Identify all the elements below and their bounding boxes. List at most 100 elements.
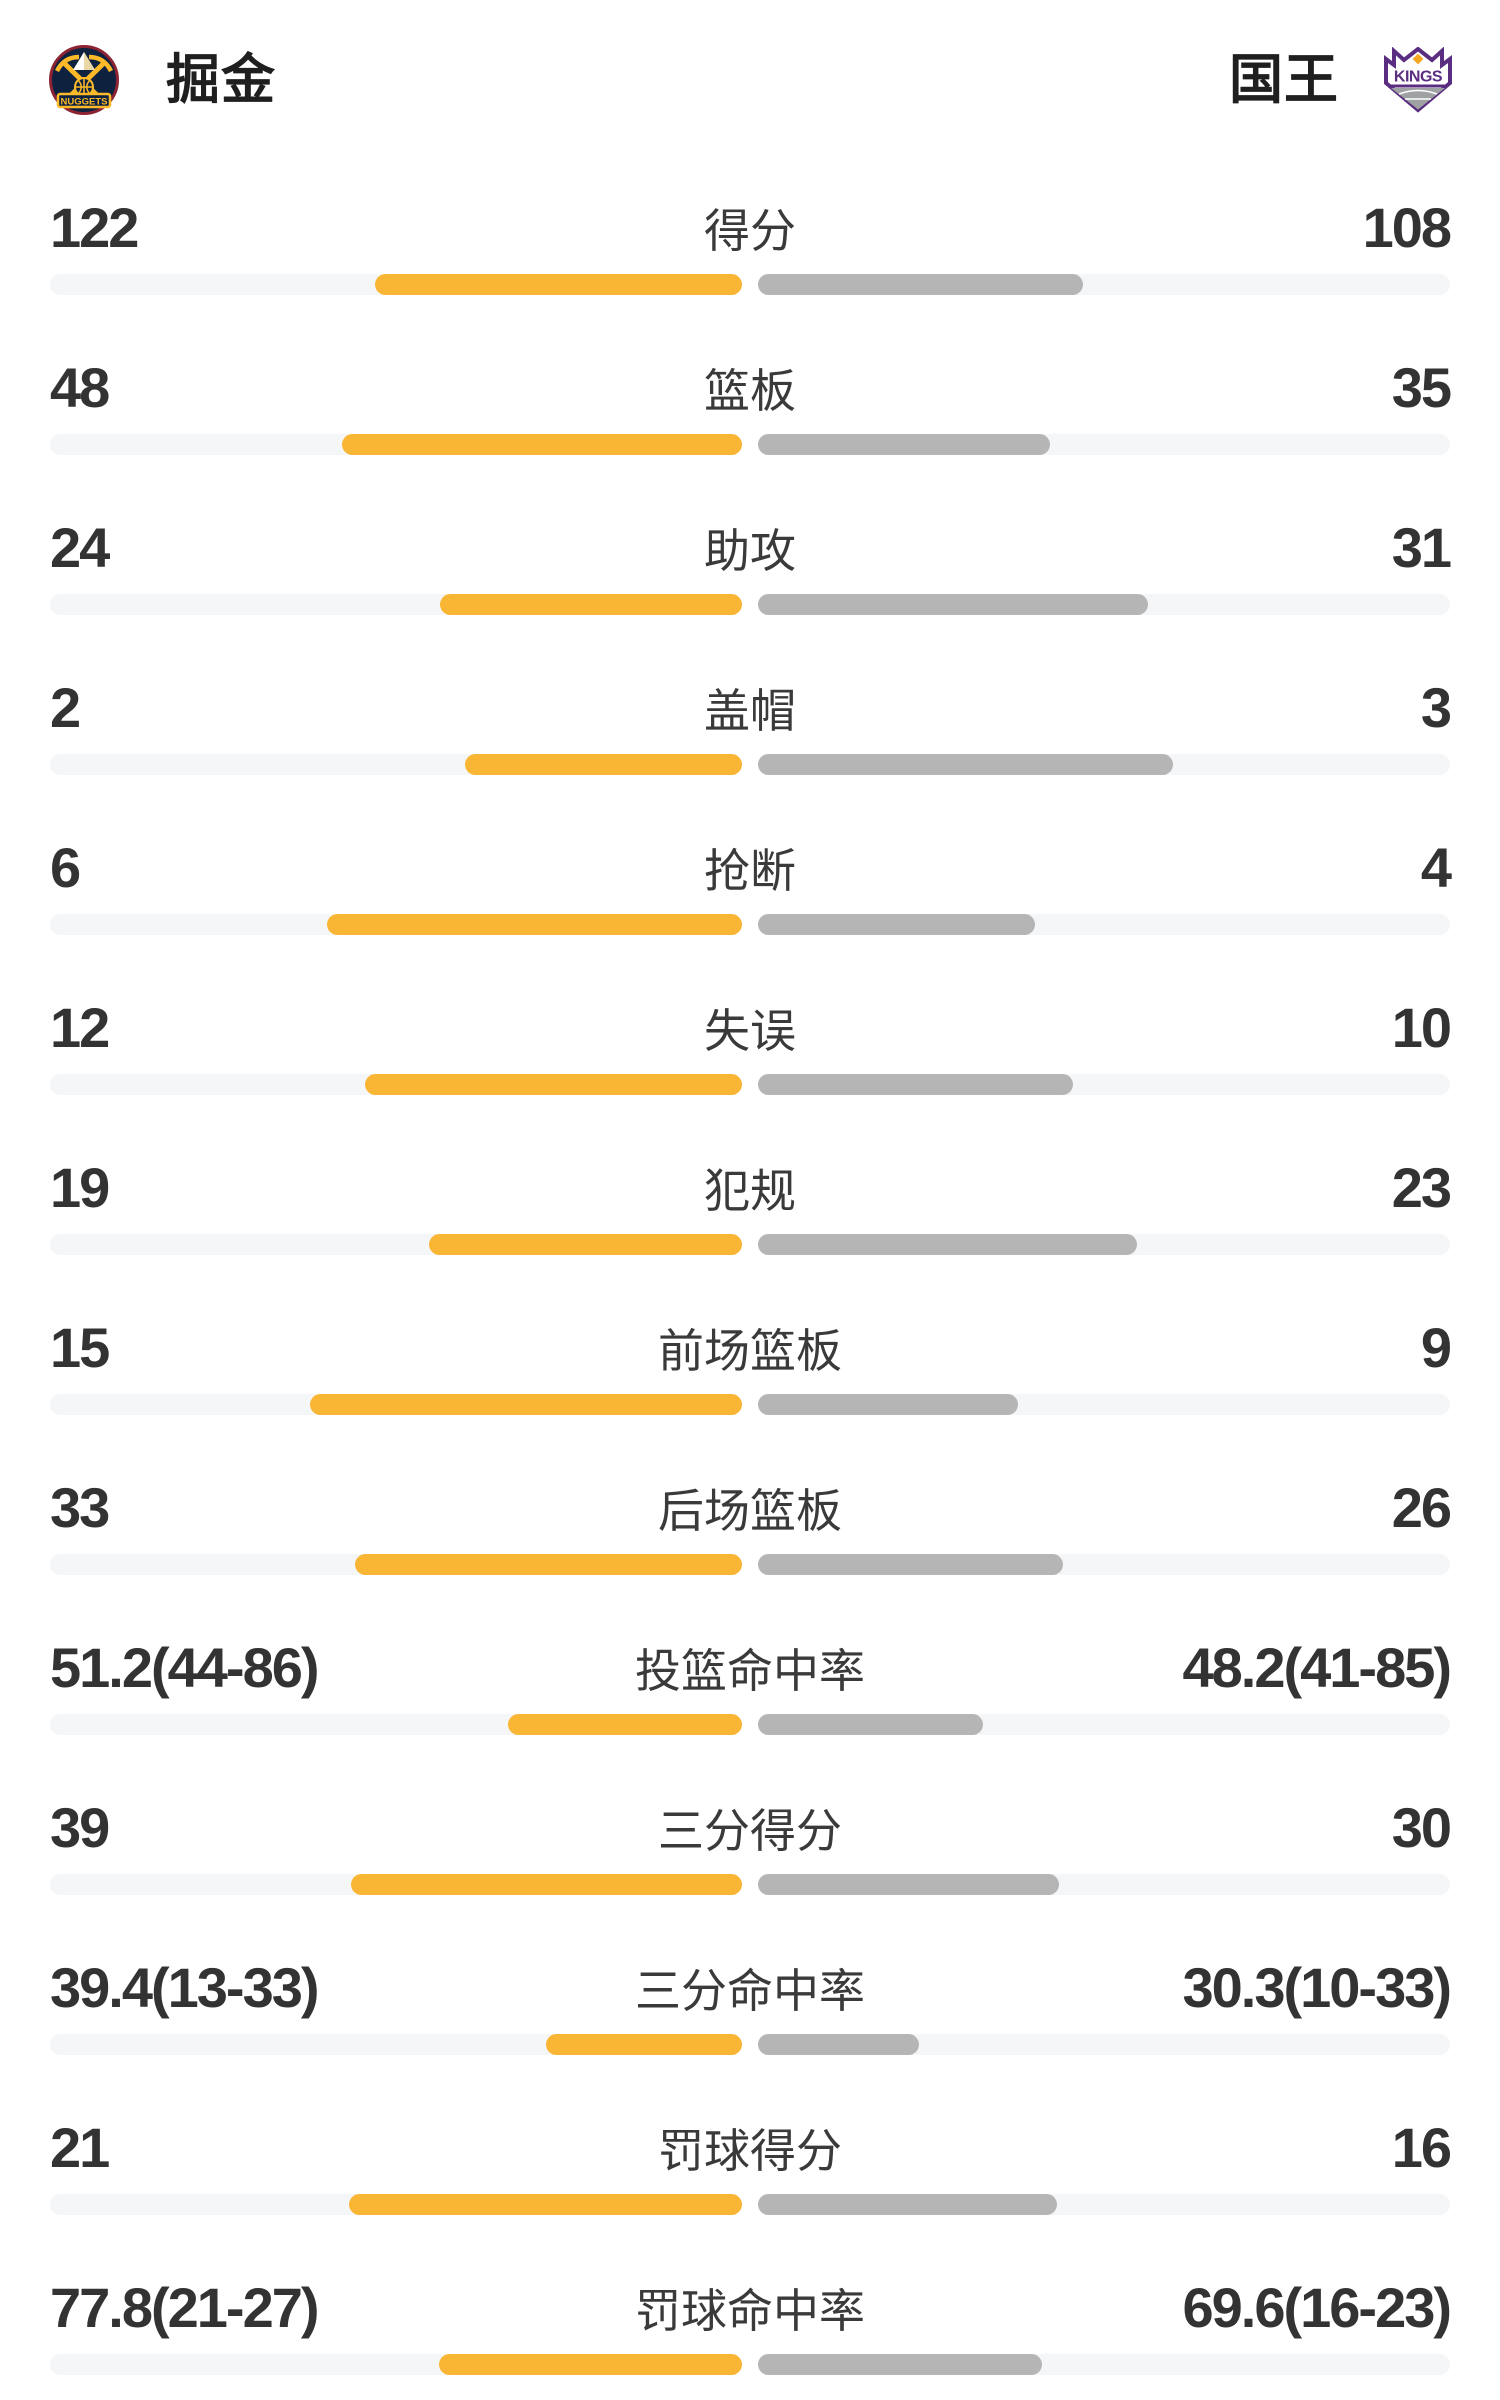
away-bar-track xyxy=(758,1554,1450,1575)
stat-row: 39.4(13-33) 三分命中率 30.3(10-33) xyxy=(0,1876,1500,2055)
away-bar-fill xyxy=(758,1714,983,1735)
svg-text:NUGGETS: NUGGETS xyxy=(61,97,108,108)
stat-bar xyxy=(50,2354,1450,2375)
stat-row-text: 77.8(21-27) 罚球命中率 69.6(16-23) xyxy=(50,2276,1452,2339)
away-bar-fill xyxy=(758,2194,1057,2215)
home-bar-track xyxy=(50,914,742,935)
nuggets-logo-icon: NUGGETS xyxy=(48,44,120,116)
away-bar-fill xyxy=(758,1874,1060,1895)
home-bar-track xyxy=(50,1394,742,1415)
stat-row: 48 篮板 35 xyxy=(0,276,1500,455)
stat-row-text: 19 犯规 23 xyxy=(50,1156,1452,1219)
away-bar-track xyxy=(758,434,1450,455)
home-bar-fill xyxy=(348,2194,742,2215)
stat-bar xyxy=(50,434,1450,455)
stat-label: 篮板 xyxy=(704,365,796,417)
home-value: 39 xyxy=(50,1796,110,1859)
kings-logo-icon: KINGS xyxy=(1381,47,1455,113)
stat-row-text: 24 助攻 31 xyxy=(50,516,1452,579)
home-value: 51.2(44-86) xyxy=(50,1636,320,1699)
away-bar-track xyxy=(758,1234,1450,1255)
away-value: 9 xyxy=(1420,1316,1452,1379)
home-bar-track xyxy=(50,1554,742,1575)
home-bar-track xyxy=(50,2194,742,2215)
stat-row-text: 51.2(44-86) 投篮命中率 48.2(41-85) xyxy=(50,1636,1452,1699)
stat-label: 前场篮板 xyxy=(658,1325,842,1377)
away-bar-track xyxy=(758,1714,1450,1735)
away-bar-fill xyxy=(758,1554,1064,1575)
stat-label: 失误 xyxy=(704,1005,796,1057)
away-bar-track xyxy=(758,2354,1450,2375)
away-bar-fill xyxy=(758,434,1051,455)
stat-bar xyxy=(50,594,1450,615)
stat-row-text: 48 篮板 35 xyxy=(50,356,1452,419)
stat-label: 得分 xyxy=(704,205,796,257)
away-bar-track xyxy=(758,1394,1450,1415)
home-bar-fill xyxy=(342,434,742,455)
stat-row: 122 得分 108 xyxy=(0,116,1500,295)
stat-label: 助攻 xyxy=(704,525,796,577)
home-value: 77.8(21-27) xyxy=(50,2276,320,2339)
home-team-header[interactable]: NUGGETS 掘金 xyxy=(48,44,276,116)
away-value: 23 xyxy=(1391,1156,1452,1219)
home-bar-fill xyxy=(438,2354,742,2375)
home-bar-track xyxy=(50,1074,742,1095)
away-bar-track xyxy=(758,754,1450,775)
stat-row-text: 122 得分 108 xyxy=(50,200,1452,258)
svg-text:KINGS: KINGS xyxy=(1394,69,1443,86)
stat-row: 19 犯规 23 xyxy=(0,1076,1500,1255)
stat-bar xyxy=(50,2194,1450,2215)
away-bar-fill xyxy=(758,1074,1073,1095)
stat-row-text: 6 抢断 4 xyxy=(50,836,1452,899)
away-value: 4 xyxy=(1420,836,1452,899)
home-bar-track xyxy=(50,2354,742,2375)
stat-bar xyxy=(50,754,1450,775)
stat-row: 51.2(44-86) 投篮命中率 48.2(41-85) xyxy=(0,1556,1500,1735)
home-value: 48 xyxy=(50,356,110,419)
away-bar-track xyxy=(758,1874,1450,1895)
stat-label: 犯规 xyxy=(704,1165,796,1217)
away-bar-track xyxy=(758,2034,1450,2055)
home-bar-fill xyxy=(364,1074,742,1095)
stat-label: 投篮命中率 xyxy=(635,1645,865,1697)
stat-row-text: 2 盖帽 3 xyxy=(50,676,1452,739)
home-value: 12 xyxy=(50,996,110,1059)
stat-row-text: 39 三分得分 30 xyxy=(50,1796,1452,1859)
away-value: 30 xyxy=(1391,1796,1452,1859)
away-bar-fill xyxy=(758,1394,1018,1415)
away-value: 31 xyxy=(1391,516,1452,579)
home-bar-fill xyxy=(326,914,742,935)
home-bar-fill xyxy=(508,1714,742,1735)
home-bar-fill xyxy=(440,594,742,615)
stat-bar xyxy=(50,914,1450,935)
stat-row: 2 盖帽 3 xyxy=(0,596,1500,775)
away-team-name: 国王 xyxy=(1229,50,1339,110)
home-bar-track xyxy=(50,594,742,615)
stat-label: 三分得分 xyxy=(658,1805,842,1857)
home-value: 21 xyxy=(50,2116,110,2179)
stat-bar xyxy=(50,1394,1450,1415)
home-bar-track xyxy=(50,434,742,455)
home-value: 6 xyxy=(50,836,81,899)
stats-list: 122 得分 108 48 篮板 35 xyxy=(0,116,1500,2375)
stat-row-text: 21 罚球得分 16 xyxy=(50,2116,1452,2179)
home-bar-fill xyxy=(546,2034,742,2055)
stat-bar xyxy=(50,274,1450,295)
away-value: 16 xyxy=(1391,2116,1452,2179)
home-bar-fill xyxy=(375,274,742,295)
home-value: 39.4(13-33) xyxy=(50,1956,320,2019)
away-value: 69.6(16-23) xyxy=(1182,2276,1452,2339)
stat-row: 33 后场篮板 26 xyxy=(0,1396,1500,1575)
stat-bar xyxy=(50,1554,1450,1575)
away-bar-fill xyxy=(758,274,1084,295)
away-team-header[interactable]: 国王 KINGS xyxy=(1229,47,1455,113)
home-bar-track xyxy=(50,1714,742,1735)
away-bar-track xyxy=(758,594,1450,615)
home-value: 33 xyxy=(50,1476,110,1539)
stat-row: 21 罚球得分 16 xyxy=(0,2036,1500,2215)
away-value: 3 xyxy=(1420,676,1452,739)
home-value: 2 xyxy=(50,676,81,739)
stat-row: 15 前场篮板 9 xyxy=(0,1236,1500,1415)
home-bar-fill xyxy=(465,754,742,775)
home-bar-track xyxy=(50,1874,742,1895)
